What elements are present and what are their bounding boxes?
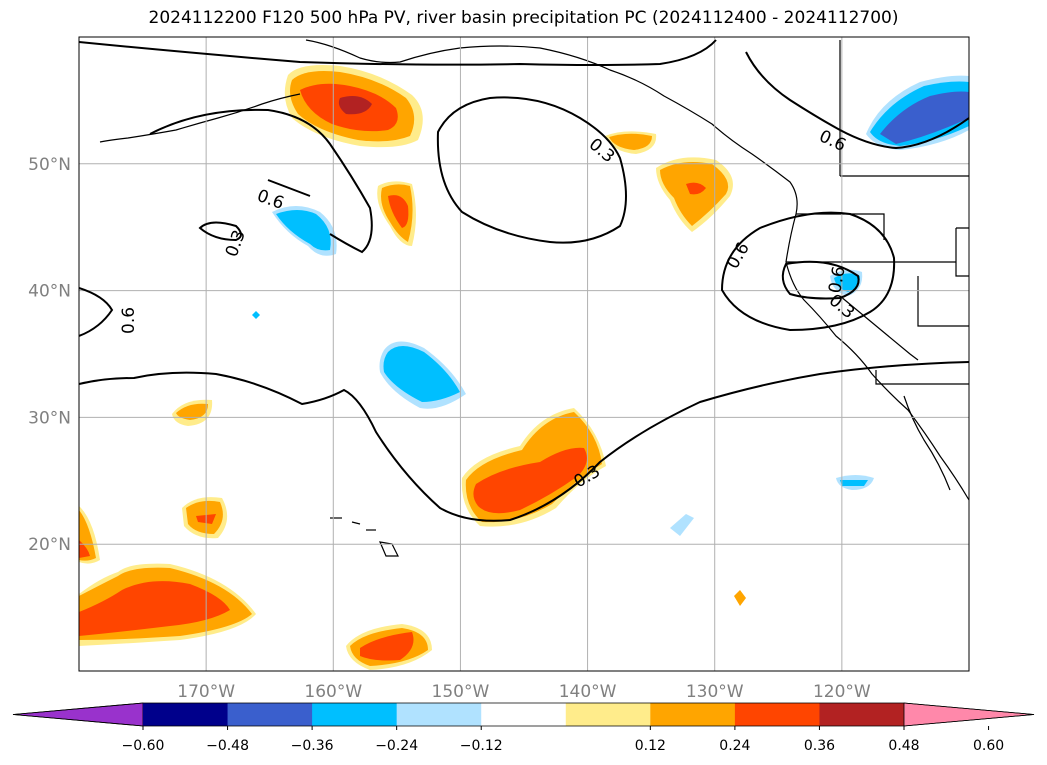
lat-tick-label: 20°N — [28, 535, 71, 555]
negative-anomaly-west — [272, 206, 337, 256]
negative-anomaly-dot — [252, 311, 260, 319]
latitude-tick-labels: 20°N 30°N 40°N 50°N — [28, 155, 71, 555]
contour-06-northeast — [745, 51, 969, 150]
lon-tick-label: 120°W — [813, 682, 871, 702]
colorbar-segment — [143, 703, 229, 726]
lat-tick-label: 50°N — [28, 155, 71, 175]
contour-03-loop — [436, 96, 627, 244]
longitude-tick-labels: 170°W 160°W 150°W 140°W 130°W 120°W — [177, 682, 871, 702]
colorbar-extend-high — [903, 702, 1035, 727]
positive-anomaly-hawaii-west — [182, 497, 228, 539]
negative-anomaly-central — [379, 341, 466, 409]
colorbar-tick-label: 0.36 — [804, 738, 835, 754]
colorbar-tick-label: 0.60 — [973, 738, 1004, 754]
lon-tick-label: 160°W — [304, 682, 362, 702]
colorbar-tick-label: −0.12 — [460, 738, 503, 754]
lat-tick-label: 40°N — [28, 282, 71, 302]
colorbar-extend-low — [12, 702, 144, 727]
colorbar-tick-label: −0.24 — [375, 738, 418, 754]
negative-anomaly-baja — [836, 475, 874, 490]
negative-anomaly-south-east — [670, 514, 694, 536]
colorbar-segment — [565, 703, 651, 726]
colorbar-segment — [312, 703, 398, 726]
colorbar-segment — [819, 703, 905, 726]
contour-03-small — [198, 221, 242, 242]
contour-06-west-loop — [267, 179, 311, 197]
contour-label: 0.6 — [723, 239, 754, 272]
lat-tick-label: 30°N — [28, 408, 71, 428]
colorbar-segment — [734, 703, 820, 726]
contour-03-main — [79, 361, 969, 522]
map-frame — [78, 36, 970, 672]
contour-label: 0.6 — [816, 126, 849, 156]
positive-anomaly-southwest — [79, 563, 256, 646]
contour-label: 0.6 — [825, 265, 849, 295]
contour-label: 0.3 — [825, 291, 859, 324]
contour-label: 0.3 — [222, 227, 250, 259]
colorbar-tick-label: 0.24 — [719, 738, 750, 754]
pv-contours — [79, 39, 969, 522]
contour-06-ca — [720, 211, 896, 332]
lon-tick-label: 140°W — [559, 682, 617, 702]
lon-tick-label: 170°W — [177, 682, 235, 702]
negative-anomaly-northeast — [866, 75, 969, 150]
contour-label: 0.6 — [119, 307, 139, 334]
positive-anomaly-subtropical — [461, 408, 606, 527]
colorbar-tick-label: −0.36 — [291, 738, 334, 754]
colorbar: −0.60 −0.48 −0.36 −0.24 −0.12 0.12 0.24 0.36 0.4… — [12, 702, 1035, 754]
coastlines — [99, 39, 969, 501]
positive-anomaly-central-north — [377, 181, 416, 246]
hawaii-islands — [330, 517, 399, 557]
contour-06-north-center — [79, 39, 717, 66]
map-title: 2024112200 F120 500 hPa PV, river basin … — [148, 8, 899, 28]
contour-labels: 0.6 0.3 0.6 0.3 0.6 0.6 0.3 0.3 0.6 — [119, 126, 858, 492]
positive-anomaly-south — [346, 624, 432, 670]
positive-anomaly-dot-south — [734, 590, 746, 606]
colorbar-tick-label: −0.48 — [206, 738, 249, 754]
colorbar-tick-label: −0.60 — [122, 738, 165, 754]
colorbar-segment — [227, 703, 313, 726]
contour-03-ca — [781, 260, 860, 300]
colorbar-tick-label: 0.48 — [888, 738, 919, 754]
colorbar-segment — [650, 703, 736, 726]
lon-tick-label: 150°W — [432, 682, 490, 702]
colorbar-segment — [481, 703, 567, 726]
contour-06-left — [79, 287, 114, 337]
precipitation-pc-field — [79, 39, 969, 670]
contour-06-west — [149, 108, 373, 254]
colorbar-segment — [396, 703, 482, 726]
gridlines — [79, 37, 969, 671]
positive-anomaly-aleutian — [284, 65, 423, 148]
positive-anomaly-left-edge — [79, 506, 100, 564]
positive-anomaly-west-30n — [172, 399, 213, 426]
positive-anomaly-pnw — [656, 157, 733, 232]
colorbar-tick-label: 0.12 — [635, 738, 666, 754]
lon-tick-label: 130°W — [686, 682, 744, 702]
positive-anomaly-gulf — [605, 131, 657, 154]
